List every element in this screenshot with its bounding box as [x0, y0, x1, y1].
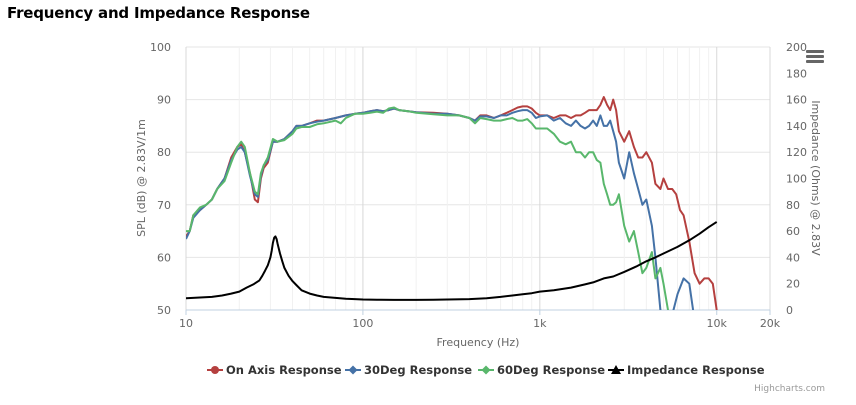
right-tick-label: 20 — [786, 278, 800, 291]
right-axis-title: Impedance (Ohms) @ 2.83V — [809, 100, 822, 256]
legend-item-60deg-response[interactable]: 60Deg Response — [478, 363, 605, 377]
hamburger-menu-icon[interactable] — [806, 50, 824, 66]
legend-label: 60Deg Response — [497, 363, 605, 377]
x-axis-title: Frequency (Hz) — [437, 336, 520, 349]
right-tick-label: 180 — [786, 67, 807, 80]
grid-lines — [185, 46, 771, 311]
x-tick-label: 20k — [760, 317, 781, 330]
left-tick-label: 80 — [157, 146, 171, 159]
left-axis-ticks: 50 60 70 80 90 100 — [150, 41, 171, 317]
right-tick-label: 140 — [786, 120, 807, 133]
series-line-impedance-response[interactable] — [186, 221, 718, 301]
right-tick-label: 60 — [786, 225, 800, 238]
left-tick-label: 100 — [150, 41, 171, 54]
legend-item-on-axis-response[interactable]: On Axis Response — [207, 363, 342, 377]
left-tick-label: 60 — [157, 251, 171, 264]
right-tick-label: 120 — [786, 146, 807, 159]
left-tick-label: 70 — [157, 199, 171, 212]
legend: On Axis Response 30Deg Response 60Deg Resp… — [207, 363, 765, 377]
credits[interactable]: Highcharts.com — [754, 384, 825, 394]
left-tick-label: 90 — [157, 94, 171, 107]
legend-label: Impedance Response — [627, 363, 765, 377]
right-tick-label: 80 — [786, 199, 800, 212]
x-tick-label: 10k — [707, 317, 728, 330]
x-axis-ticks: 10 100 1k 10k 20k — [179, 310, 781, 330]
left-axis-title: SPL (dB) @ 2.83V/1m — [135, 119, 148, 237]
legend-label: 30Deg Response — [364, 363, 472, 377]
legend-item-impedance-response[interactable]: Impedance Response — [608, 363, 765, 377]
legend-item-30deg-response[interactable]: 30Deg Response — [345, 363, 472, 377]
right-axis-ticks: 0 20 40 60 80 100 120 140 160 180 200 — [786, 41, 807, 317]
chart-title: Frequency and Impedance Response — [7, 4, 310, 22]
x-tick-label: 10 — [179, 317, 193, 330]
right-tick-label: 200 — [786, 41, 807, 54]
right-tick-label: 0 — [786, 304, 793, 317]
x-tick-label: 1k — [533, 317, 547, 330]
circle-marker-icon — [211, 366, 219, 374]
series-line-60deg-response[interactable] — [186, 106, 678, 332]
diamond-marker-icon — [481, 365, 491, 375]
left-tick-label: 50 — [157, 304, 171, 317]
right-tick-label: 160 — [786, 94, 807, 107]
x-tick-label: 100 — [352, 317, 373, 330]
triangle-marker-icon — [611, 365, 621, 374]
series-layer — [186, 96, 718, 332]
legend-label: On Axis Response — [226, 363, 342, 377]
right-tick-label: 40 — [786, 251, 800, 264]
right-tick-label: 100 — [786, 173, 807, 186]
series-line-on-axis-response[interactable] — [186, 96, 718, 310]
diamond-marker-icon — [348, 365, 358, 375]
